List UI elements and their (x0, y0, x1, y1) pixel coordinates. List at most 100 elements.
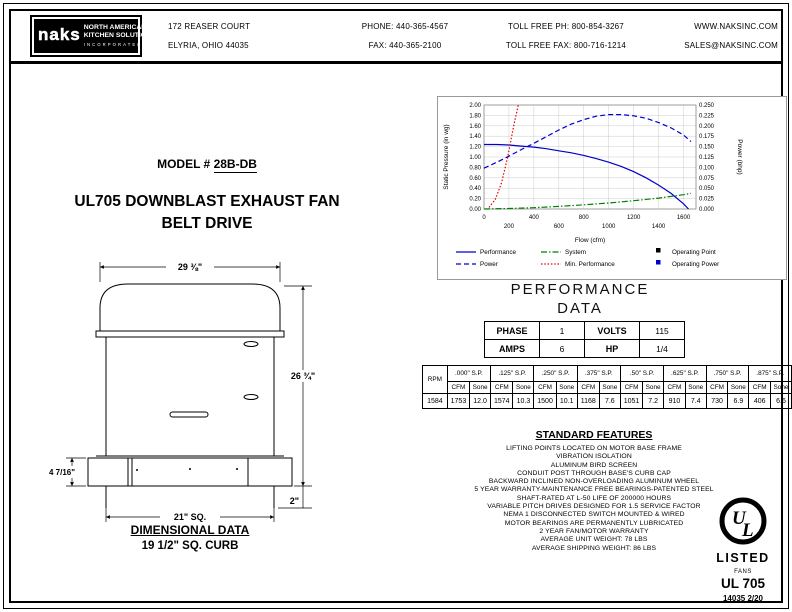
sub-header: CFM (705, 381, 729, 394)
plot-border (483, 104, 697, 210)
cfm-value: 1500 (533, 393, 557, 409)
dimensional-data-title: DIMENSIONAL DATA (130, 523, 250, 537)
y-tick-left: 0.60 (469, 176, 481, 182)
perf-label-hp: HP (584, 339, 640, 358)
feature-item: BACKWARD INCLINED NON-OVERLOADING ALUMIN… (488, 478, 700, 486)
cfm-value: 1574 (490, 393, 514, 409)
sone-value: 7.6 (598, 393, 621, 409)
feature-item: SHAFT-RATED AT L-50 LIFE OF 200000 HOURS (516, 494, 672, 502)
x-tick: 1600 (677, 215, 691, 221)
model-prefix: MODEL # (157, 157, 214, 171)
ul-standard-label: UL 705 (720, 576, 766, 591)
header-tollfree: TOLL FREE PH: 800-854-3267 TOLL FREE FAX… (482, 17, 650, 55)
feature-item: 5 YEAR WARRANTY-MAINTENANCE FREE BEARING… (474, 486, 714, 494)
y-tick-left: 0.20 (469, 197, 481, 203)
legend-label: Operating Point (672, 249, 716, 256)
feature-item: MOTOR BEARINGS ARE PERMANENTLY LUBRICATE… (504, 519, 684, 527)
logo-brand-text: naks (38, 25, 81, 45)
cfm-value: 1168 (576, 393, 600, 409)
logo-line3: INCORPORATED (83, 41, 143, 47)
logo-text-lines: NORTH AMERICAN KITCHEN SOLUTIONS INCORPO… (84, 24, 156, 49)
x-tick: 1400 (652, 224, 666, 230)
logo-inner: naks NORTH AMERICAN KITCHEN SOLUTIONS IN… (34, 19, 156, 53)
feature-item: AVERAGE UNIT WEIGHT: 78 LBS (540, 536, 648, 544)
tollfree-phone-line: TOLL FREE PH: 800-854-3267 (508, 22, 624, 31)
legend-label: Performance (480, 249, 517, 256)
y-tick-right: 0.025 (699, 197, 715, 203)
y-tick-left: 0.00 (469, 207, 481, 213)
company-logo: naks NORTH AMERICAN KITCHEN SOLUTIONS IN… (30, 15, 156, 57)
body-slot-lower (243, 394, 259, 400)
performance-data-title-line2: DATA (557, 300, 603, 317)
legend-label: Power (480, 261, 498, 268)
sp-header: .125" S.P. (490, 365, 535, 382)
y-tick-right: 0.200 (699, 124, 715, 130)
dim-lip-label: 2" (290, 496, 299, 506)
x-tick: 600 (554, 224, 565, 230)
feature-item: 2 YEAR FAN/MOTOR WARRANTY (539, 527, 649, 535)
sone-value: 12.0 (469, 393, 492, 409)
sone-value: 6.6 (770, 393, 792, 409)
legend-marker (656, 248, 661, 253)
model-number: 28B-DB (213, 157, 257, 173)
sub-header: CFM (748, 381, 771, 394)
y-tick-left: 1.80 (469, 113, 481, 119)
base-band (87, 457, 293, 487)
header-divider (11, 11, 781, 64)
logo-line1: NORTH AMERICAN (83, 23, 147, 31)
website-line: WWW.NAKSINC.COM (694, 22, 778, 31)
svg-text:L: L (741, 520, 754, 541)
sub-header: Sone (555, 381, 578, 394)
legend-label: Operating Power (672, 261, 719, 268)
sub-header: CFM (446, 381, 471, 394)
legend-marker (656, 260, 661, 265)
body-slot-wide (169, 411, 209, 418)
fax-line: FAX: 440-365-2100 (368, 41, 442, 50)
x-axis-label: Flow (cfm) (575, 237, 605, 244)
dim-height-label: 26 ¾" (291, 371, 315, 381)
sp-header: .250" S.P. (533, 365, 578, 382)
performance-table: PHASE 1 VOLTS 115 AMPS 6 HP 1/4 (484, 321, 685, 358)
feature-item: ALUMINUM BIRD SCREEN (550, 461, 638, 469)
perf-label-phase: PHASE (484, 321, 540, 340)
sub-header: CFM (619, 381, 644, 394)
sub-header: CFM (576, 381, 600, 394)
series-system (483, 192, 692, 210)
feature-item: VIBRATION ISOLATION (556, 453, 632, 461)
legend-label: Min. Performance (565, 261, 615, 268)
product-title: UL705 DOWNBLAST EXHAUST FAN BELT DRIVE (28, 191, 386, 235)
y-tick-left: 1.60 (469, 124, 481, 130)
y-tick-right: 0.225 (699, 113, 715, 119)
y-tick-right: 0.100 (699, 165, 715, 171)
sub-header: CFM (490, 381, 514, 394)
dim-base-height-label: 4 7/16" (49, 468, 75, 477)
sone-value: 10.1 (555, 393, 578, 409)
sp-header: .875" S.P. (748, 365, 792, 382)
tollfree-fax-line: TOLL FREE FAX: 800-716-1214 (505, 41, 627, 50)
sone-value: 6.9 (727, 393, 750, 409)
features-list: LIFTING POINTS LOCATED ON MOTOR BASE FRA… (412, 445, 776, 553)
body-slot-upper (243, 341, 259, 347)
inner-border (9, 9, 783, 603)
dome-flange (95, 330, 285, 338)
y-tick-left: 0.80 (469, 165, 481, 171)
cfm-value: 1753 (446, 393, 471, 409)
y-tick-left: 0.40 (469, 186, 481, 192)
sub-header: Sone (469, 381, 492, 394)
y-tick-right: 0.050 (699, 186, 715, 192)
series-min-performance (488, 104, 519, 208)
sone-value: 7.4 (684, 393, 707, 409)
x-tick: 800 (579, 215, 590, 221)
sub-header: Sone (642, 381, 665, 394)
address-line2: ELYRIA, OHIO 44035 (168, 41, 249, 50)
perf-label-amps: AMPS (484, 339, 540, 358)
cfm-value: 406 (748, 393, 771, 409)
y-tick-left: 2.00 (469, 103, 481, 109)
ul-listed-label: LISTED (716, 551, 770, 565)
y-tick-right: 0.175 (699, 134, 715, 140)
dim-base-width-label: 21" SQ. (174, 512, 206, 522)
ul-logo-icon: U L (719, 497, 767, 545)
x-tick: 1200 (627, 215, 641, 221)
dim-width-label: 29 ⅜" (178, 262, 202, 272)
perf-value-hp: 1/4 (639, 339, 685, 358)
